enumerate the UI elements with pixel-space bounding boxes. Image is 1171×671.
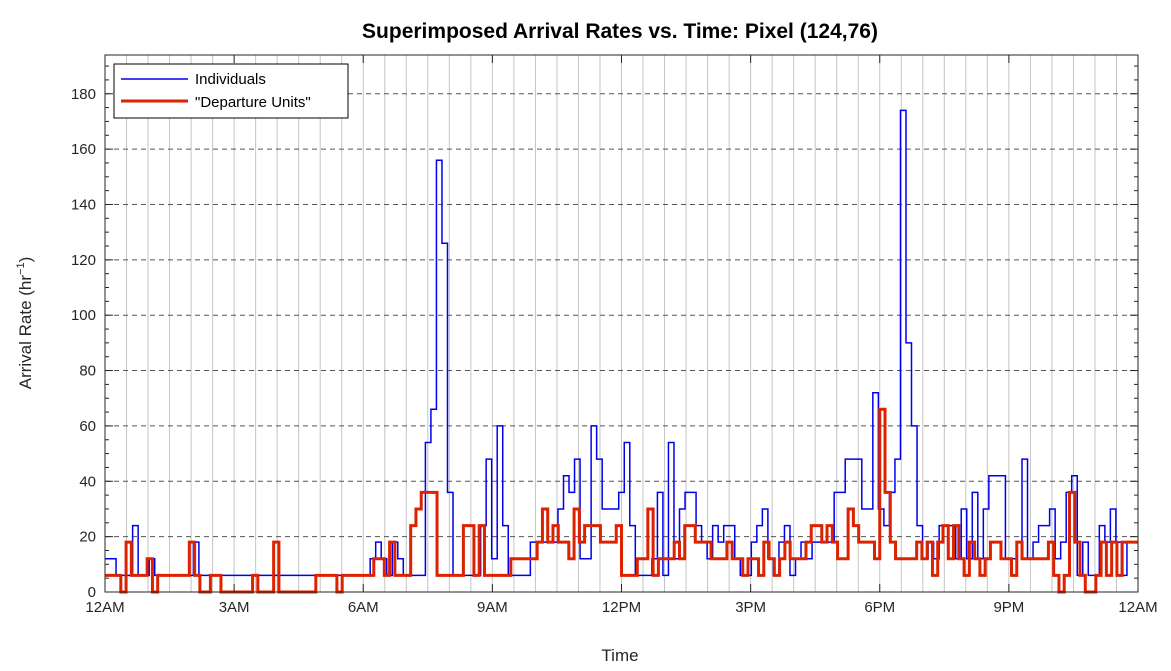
legend-label-individuals: Individuals: [195, 71, 266, 88]
x-tick-label: 12PM: [602, 599, 641, 616]
y-tick-label: 60: [79, 418, 96, 435]
y-tick-label: 120: [71, 252, 96, 269]
x-tick-label: 3AM: [219, 599, 250, 616]
y-tick-label: 180: [71, 86, 96, 103]
legend: Individuals "Departure Units": [113, 63, 349, 119]
y-tick-label: 20: [79, 529, 96, 546]
y-axis-label-superscript: −1: [15, 262, 27, 275]
x-tick-label: 6PM: [864, 599, 895, 616]
y-tick-label: 100: [71, 307, 96, 324]
y-tick-label: 40: [79, 473, 96, 490]
chart-title: Superimposed Arrival Rates vs. Time: Pix…: [362, 20, 878, 43]
y-axis-label-close: ): [16, 257, 35, 263]
x-tick-label: 12AM: [1118, 599, 1157, 616]
x-tick-label: 6AM: [348, 599, 379, 616]
x-tick-label: 9PM: [993, 599, 1024, 616]
y-tick-label: 140: [71, 196, 96, 213]
legend-label-departure-units: "Departure Units": [195, 94, 311, 111]
y-tick-label: 0: [88, 584, 96, 601]
y-tick-label: 160: [71, 141, 96, 158]
x-axis-label: Time: [601, 646, 638, 665]
x-tick-label: 9AM: [477, 599, 508, 616]
x-tick-label: 12AM: [85, 599, 124, 616]
x-tick-label: 3PM: [735, 599, 766, 616]
plot-frame: [104, 54, 1139, 593]
y-axis-label-main: Arrival Rate (hr: [16, 275, 35, 390]
grid: [105, 55, 1138, 592]
y-tick-label: 80: [79, 363, 96, 380]
legend-box: [113, 63, 349, 119]
y-axis-label: Arrival Rate (hr−1): [15, 257, 35, 390]
